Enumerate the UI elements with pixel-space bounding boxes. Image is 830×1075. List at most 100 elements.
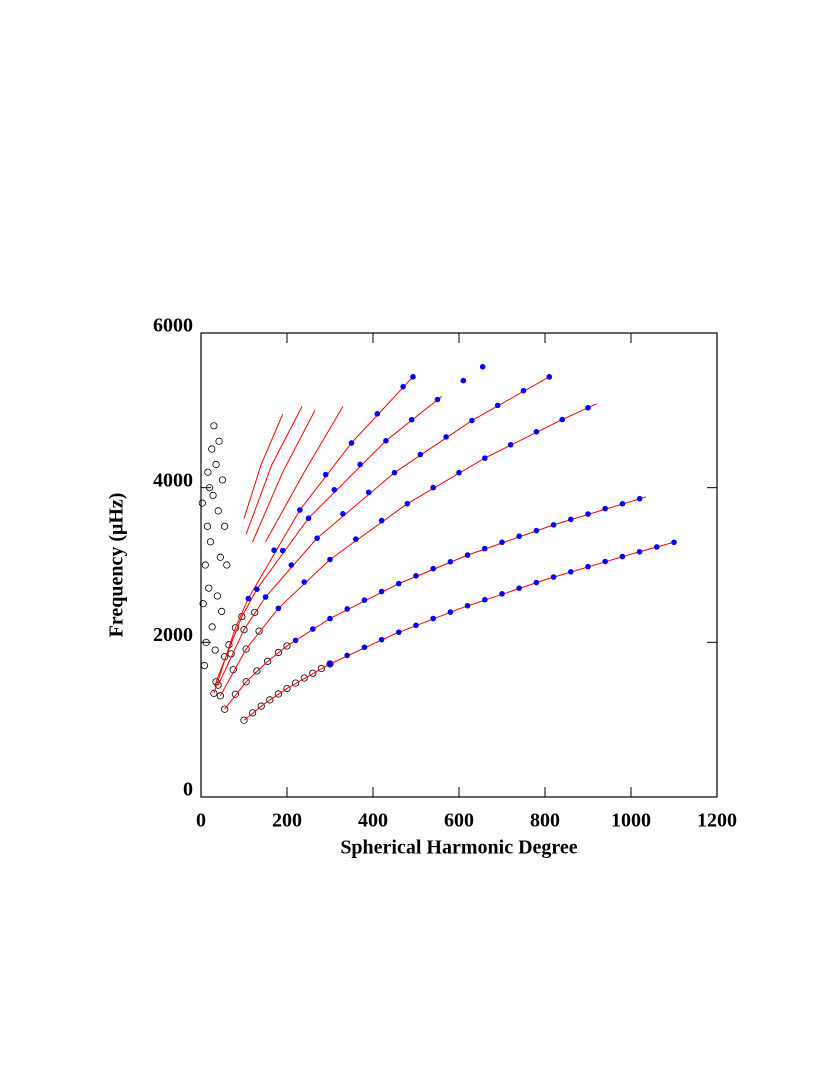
ridge-point — [262, 594, 269, 600]
observed-point — [210, 422, 218, 430]
ridge-point — [365, 489, 372, 496]
ridge-point — [443, 434, 449, 440]
model-line — [224, 496, 647, 710]
observed-point — [218, 607, 226, 616]
observed-point — [242, 678, 250, 686]
ridge-point — [305, 515, 312, 522]
ridge-point — [636, 548, 643, 555]
ridge-point — [408, 416, 415, 423]
ridge-point — [482, 596, 488, 603]
ridge-point — [417, 451, 424, 458]
ridge-point — [314, 535, 320, 541]
ridge-point — [533, 579, 540, 586]
ridge-point — [447, 609, 454, 615]
ridge-point — [410, 374, 416, 380]
observed-point — [251, 608, 259, 616]
observed-point — [211, 646, 219, 654]
observed-point — [200, 661, 209, 670]
observed-point — [216, 692, 224, 700]
ridge-point — [378, 588, 385, 595]
model-line — [245, 406, 303, 535]
observed-point — [205, 584, 213, 592]
ridge-point — [344, 652, 351, 659]
ridge-point — [568, 516, 574, 523]
y-tick-label: 4000 — [153, 469, 193, 491]
ridge-point — [619, 501, 626, 507]
ridge-point — [619, 553, 626, 560]
ridge-point — [469, 417, 475, 424]
ridge-point — [353, 536, 359, 542]
ridge-point — [378, 517, 385, 524]
ridge-point — [516, 585, 522, 591]
x-tick-label: 800 — [530, 810, 560, 832]
ridge-point — [464, 552, 471, 558]
ridge-point — [396, 629, 402, 636]
ridge-point — [279, 547, 286, 554]
x-tick-label: 400 — [358, 810, 388, 832]
ridge-point — [671, 539, 677, 546]
ridge-point — [654, 544, 660, 550]
observed-point — [202, 638, 210, 646]
ridge-point — [361, 597, 368, 603]
ridge-point — [568, 569, 574, 575]
observed-point — [300, 674, 308, 682]
ridge-point — [275, 605, 282, 612]
ridge-point — [327, 615, 333, 622]
observed-point — [249, 709, 257, 717]
ridge-point — [331, 487, 338, 493]
model-line — [265, 406, 344, 543]
model-line — [243, 414, 284, 519]
ridge-point — [374, 411, 381, 417]
ridge-point — [348, 440, 355, 446]
ridge-point — [585, 404, 591, 411]
ridge-point — [271, 547, 277, 554]
observed-point — [317, 664, 325, 673]
observed-point — [221, 522, 229, 530]
x-tick-label: 1000 — [611, 810, 651, 832]
x-tick-label: 1200 — [697, 810, 737, 832]
ridge-point — [520, 387, 527, 394]
ridge-point — [400, 383, 406, 390]
ridge-point — [340, 511, 346, 517]
ridge-point — [482, 545, 488, 552]
observed-point — [198, 499, 206, 507]
ridge-point — [327, 661, 333, 667]
ridge-point — [327, 556, 333, 563]
observed-point — [274, 648, 282, 657]
observed-point — [216, 553, 224, 561]
ridge-point — [430, 484, 437, 491]
plot-frame — [200, 332, 718, 798]
observed-point — [206, 538, 215, 546]
ridge-point — [413, 573, 419, 579]
ridge-point — [447, 558, 454, 565]
observed-point — [283, 684, 291, 693]
observed-point — [204, 468, 212, 476]
ridge-point — [297, 507, 303, 513]
ridge-point — [494, 402, 501, 409]
ridge-point — [533, 527, 540, 534]
ridge-point — [413, 622, 419, 629]
observed-point — [221, 705, 229, 713]
ridge-point — [460, 377, 467, 384]
ridge-point — [585, 563, 591, 570]
ridge-point — [391, 469, 398, 476]
observed-point — [255, 627, 263, 635]
observed-point — [291, 679, 300, 687]
observed-point — [283, 642, 291, 650]
model-line — [213, 376, 414, 694]
ridge-point — [404, 500, 411, 507]
ridge-point — [479, 363, 486, 370]
ridge-point — [396, 580, 402, 587]
observed-point — [212, 460, 220, 469]
observed-point — [210, 689, 218, 697]
observed-point — [309, 669, 317, 677]
observed-point — [326, 660, 334, 668]
y-tick-label: 0 — [183, 779, 193, 801]
observed-point — [274, 690, 282, 698]
observed-point — [253, 667, 261, 675]
observed-point — [213, 592, 221, 600]
observed-point — [223, 561, 231, 569]
ridge-point — [378, 636, 385, 643]
